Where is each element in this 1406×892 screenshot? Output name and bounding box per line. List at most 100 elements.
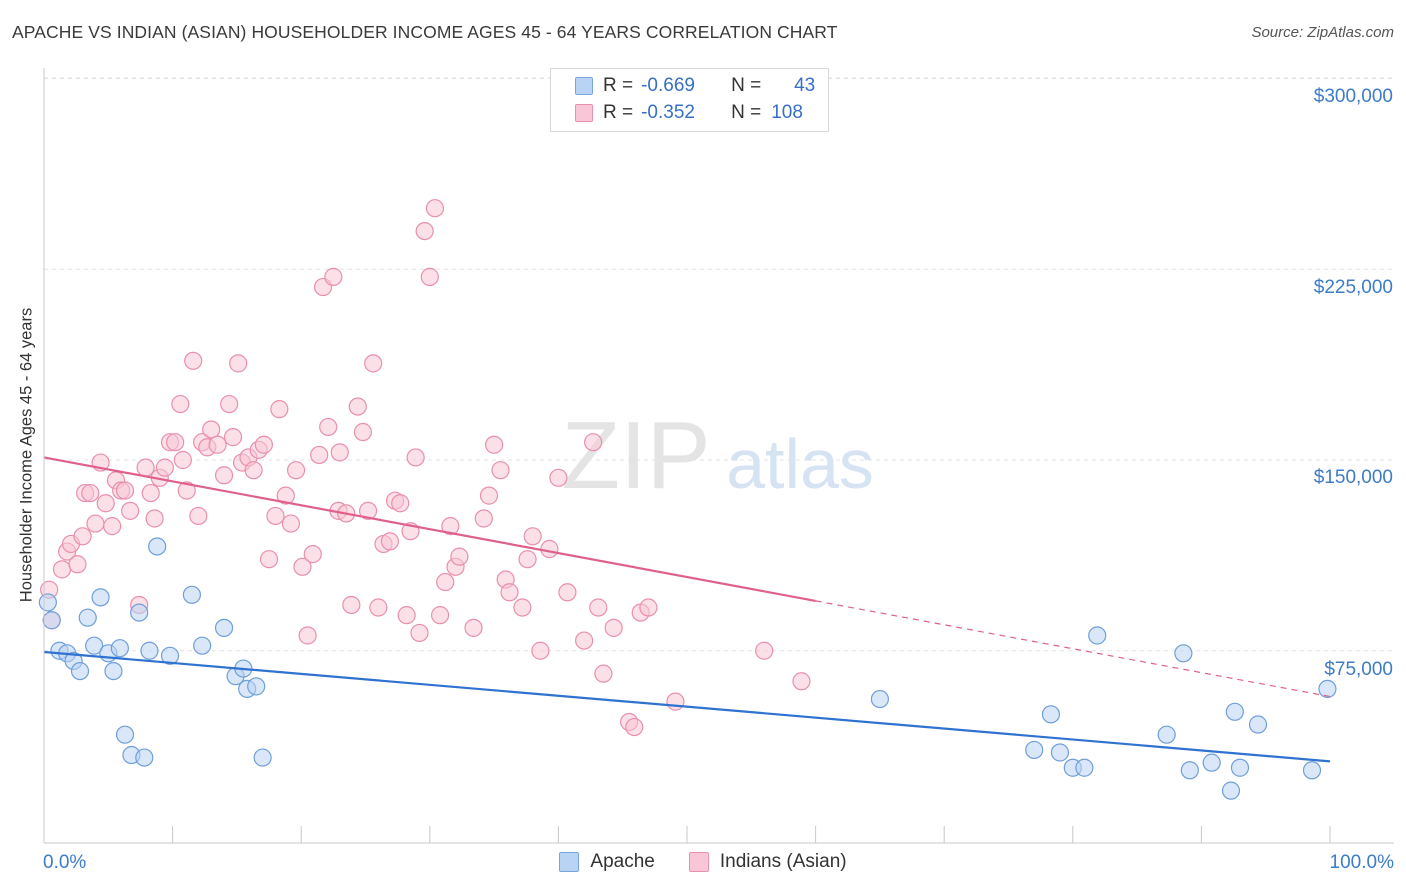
apache-point-42	[1302, 761, 1322, 780]
legend-indian-swatch	[688, 852, 709, 872]
indian-point-20	[145, 509, 164, 528]
indian-point-32	[202, 420, 221, 439]
indian-r-label: R =	[603, 102, 634, 123]
indian-swatch	[575, 104, 593, 122]
apache-n-value: 43	[794, 75, 816, 96]
apache-point-25	[247, 677, 266, 696]
apache-trend-line	[43, 650, 1331, 763]
apache-point-35	[1174, 644, 1193, 663]
indian-point-85	[491, 461, 510, 480]
indian-point-50	[298, 626, 317, 645]
apache-swatch	[575, 77, 593, 95]
apache-r-value: -0.669	[641, 75, 695, 96]
apache-point-26	[253, 748, 272, 767]
axis-layer	[43, 68, 1394, 844]
indian-point-93	[549, 468, 568, 487]
indian-point-24	[166, 433, 185, 452]
indian-point-26	[173, 450, 192, 470]
indian-point-75	[425, 199, 445, 218]
indian-point-33	[208, 435, 227, 454]
indian-point-54	[319, 417, 338, 437]
indian-point-68	[391, 494, 410, 513]
indian-point-92	[540, 539, 559, 559]
indian-point-63	[364, 354, 383, 373]
indian-point-87	[500, 583, 519, 602]
apache-point-18	[160, 646, 180, 665]
apache-point-37	[1202, 753, 1221, 772]
indian-point-9	[86, 514, 105, 533]
indian-point-36	[223, 428, 243, 447]
indian-point-82	[474, 509, 493, 528]
stats-box: R = -0.669 N = 43 R = -0.352 N = 108	[550, 68, 829, 132]
indian-point-106	[792, 672, 811, 691]
indian-point-90	[523, 527, 542, 546]
apache-r-label: R =	[603, 75, 634, 96]
indian-point-44	[266, 506, 285, 526]
y-tick-label-225000: $225,000	[1313, 277, 1393, 298]
indian-point-76	[430, 606, 450, 625]
indian-point-84	[485, 435, 504, 454]
indian-point-104	[666, 692, 685, 711]
indian-point-88	[513, 598, 532, 617]
indian-point-71	[406, 448, 425, 467]
indian-point-57	[330, 443, 349, 462]
apache-point-15	[130, 603, 149, 622]
indian-r-value: -0.352	[641, 102, 695, 123]
indian-point-51	[303, 545, 322, 564]
indian-point-12	[103, 517, 122, 536]
trend-lines-layer	[43, 456, 1331, 763]
apache-n-label: N =	[731, 75, 762, 96]
apache-point-14	[135, 748, 154, 767]
indian-trend-extension	[815, 600, 1331, 698]
indian-point-29	[189, 506, 208, 526]
indian-point-42	[254, 435, 274, 454]
indian-point-89	[518, 550, 537, 569]
apache-point-39	[1225, 702, 1244, 721]
indian-point-27	[177, 481, 196, 500]
indian-point-59	[342, 595, 361, 615]
indian-point-35	[220, 394, 239, 414]
apache-point-0	[38, 593, 57, 612]
indian-point-46	[276, 486, 295, 505]
apache-point-41	[1248, 715, 1268, 734]
apache-point-36	[1180, 761, 1199, 780]
legend-apache-label: Apache	[590, 851, 655, 872]
legend-indian-label: Indians (Asian)	[719, 851, 847, 872]
x-tick-label-max: 100.0%	[1329, 852, 1394, 873]
apache-point-28	[1025, 740, 1044, 760]
indian-point-98	[594, 664, 613, 683]
indian-point-94	[558, 583, 577, 602]
indian-point-74	[420, 267, 439, 286]
legend-item-indian[interactable]: Indians (Asian)	[688, 851, 847, 873]
apache-point-11	[110, 639, 129, 658]
apache-point-20	[193, 636, 212, 655]
indian-point-64	[369, 598, 388, 617]
apache-point-27	[870, 689, 890, 709]
legend-apache-swatch	[559, 852, 580, 872]
apache-point-43	[1318, 679, 1337, 699]
indian-point-11	[96, 494, 115, 513]
indian-point-95	[575, 631, 594, 650]
indian-point-15	[115, 481, 135, 500]
indian-point-91	[531, 641, 550, 660]
legend-item-apache[interactable]: Apache	[559, 851, 655, 873]
indian-point-103	[639, 598, 658, 617]
apache-point-8	[91, 588, 110, 607]
indian-point-45	[270, 400, 289, 419]
chart-title: APACHE VS INDIAN (ASIAN) HOUSEHOLDER INC…	[12, 22, 838, 42]
indian-point-19	[141, 483, 160, 503]
apache-point-1	[42, 611, 61, 630]
indian-point-69	[397, 606, 416, 625]
indian-point-77	[436, 572, 455, 592]
apache-point-7	[85, 636, 104, 655]
indian-point-81	[464, 618, 483, 637]
indian-point-28	[184, 351, 203, 370]
apache-point-17	[148, 537, 167, 556]
indian-point-43	[259, 550, 279, 569]
stats-row-indian: R = -0.352 N = 108	[551, 101, 815, 125]
apache-point-40	[1230, 758, 1250, 777]
indian-point-49	[293, 557, 312, 576]
indian-n-label: N =	[731, 102, 762, 123]
apache-points-layer	[38, 537, 1337, 800]
